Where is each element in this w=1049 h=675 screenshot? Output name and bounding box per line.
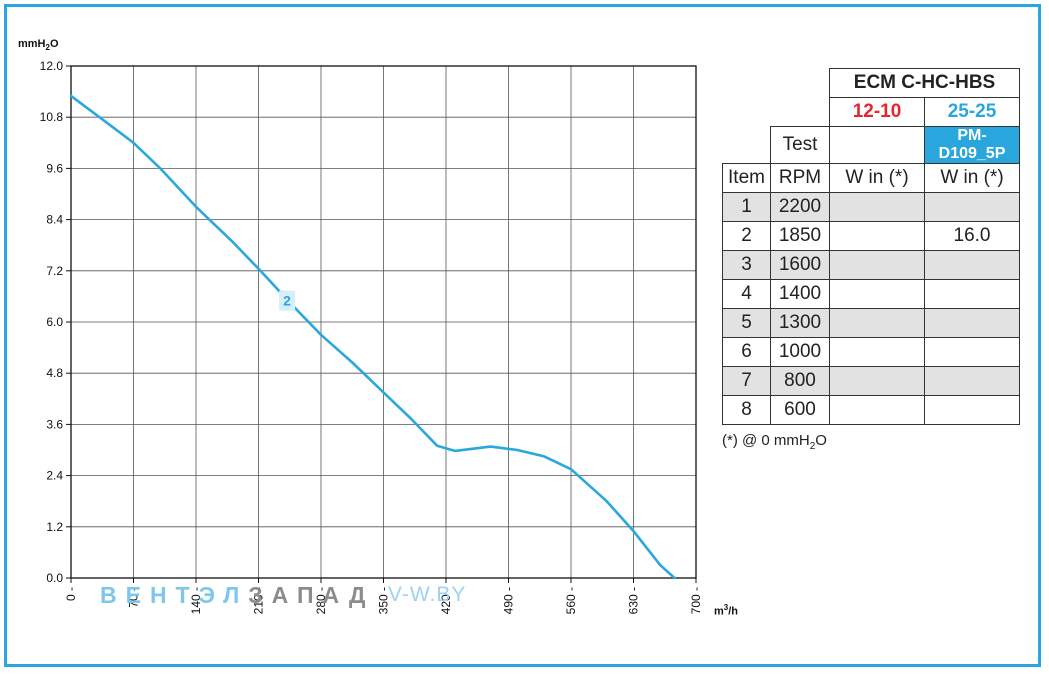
cell-w-b <box>924 192 1020 222</box>
x-axis-unit: m3/h <box>714 603 739 618</box>
y-tick-label: 12.0 <box>40 59 64 73</box>
model-name: ECM C-HC-HBS <box>829 68 1020 98</box>
series-label: 2 <box>283 293 291 309</box>
spec-table: ECM C-HC-HBS 12-10 25-25 Test PM-D109_5P… <box>722 68 1020 425</box>
watermark-site: V-W.BY <box>388 583 467 606</box>
x-tick-label: 210 - <box>252 587 266 614</box>
cell-w-a <box>829 366 925 396</box>
cell-item: 4 <box>722 279 771 309</box>
y-tick-label: 7.2 <box>46 264 63 278</box>
table-row: 5 1300 <box>722 308 1020 338</box>
cell-w-a <box>829 279 925 309</box>
table-row: 4 1400 <box>722 279 1020 309</box>
cell-rpm: 1600 <box>770 250 830 280</box>
cell-w-b <box>924 308 1020 338</box>
table-header-row: Item RPM W in (*) W in (*) <box>722 163 1020 193</box>
cell-item: 5 <box>722 308 771 338</box>
cell-w-b <box>924 337 1020 367</box>
cell-item: 1 <box>722 192 771 222</box>
cell-item: 2 <box>722 221 771 251</box>
y-tick-label: 4.8 <box>46 366 63 380</box>
series-line <box>69 94 676 580</box>
table-row: 8 600 <box>722 395 1020 425</box>
x-tick-label: 140 - <box>189 587 203 614</box>
cell-w-a <box>829 308 925 338</box>
cell-w-a <box>829 221 925 251</box>
cell-item: 7 <box>722 366 771 396</box>
col-header-w-a: W in (*) <box>829 163 925 193</box>
x-tick-label: 350 - <box>377 587 391 614</box>
table-model-row: ECM C-HC-HBS <box>723 68 1020 98</box>
x-tick-label: 560 - <box>564 587 578 614</box>
y-axis-unit: mmH2O <box>18 38 59 53</box>
cell-rpm: 800 <box>770 366 830 396</box>
y-tick-label: 2.4 <box>46 469 63 483</box>
table-row: 6 1000 <box>722 337 1020 367</box>
table-variant-row: 12-10 25-25 <box>723 97 1020 127</box>
part-number: PM-D109_5P <box>924 126 1020 164</box>
cell-w-b <box>924 279 1020 309</box>
chart-frame <box>4 4 1041 667</box>
cell-item: 3 <box>722 250 771 280</box>
x-tick-label: 700 - <box>689 587 703 614</box>
col-header-rpm: RPM <box>770 163 830 193</box>
table-test-row: Test PM-D109_5P <box>723 126 1020 164</box>
y-tick-label: 10.8 <box>40 110 64 124</box>
table-row: 1 2200 <box>722 192 1020 222</box>
series-label-bg <box>279 290 296 311</box>
y-tick-label: 6.0 <box>46 315 63 329</box>
cell-rpm: 1850 <box>770 221 830 251</box>
col-header-w-b: W in (*) <box>924 163 1020 193</box>
y-tick-label: 3.6 <box>46 417 63 431</box>
y-tick-label: 9.6 <box>46 161 63 175</box>
x-tick-label: 630 - <box>627 587 641 614</box>
cell-w-a <box>829 395 925 425</box>
cell-w-a <box>829 250 925 280</box>
cell-item: 8 <box>722 395 771 425</box>
variant-b: 25-25 <box>924 97 1020 127</box>
x-tick-label: 420 - <box>439 587 453 614</box>
cell-rpm: 1400 <box>770 279 830 309</box>
cell-item: 6 <box>722 337 771 367</box>
x-tick-label: 280 - <box>314 587 328 614</box>
test-label: Test <box>770 126 830 164</box>
table-row: 3 1600 <box>722 250 1020 280</box>
variant-a: 12-10 <box>829 97 925 127</box>
x-tick-label: 0 - <box>64 587 78 601</box>
cell-rpm: 2200 <box>770 192 830 222</box>
y-tick-label: 0.0 <box>46 571 63 585</box>
cell-w-b: 16.0 <box>924 221 1020 251</box>
cell-w-b <box>924 250 1020 280</box>
footnote: (*) @ 0 mmH2O <box>722 432 827 452</box>
watermark-logo: ВЕНТЭЛЗАПАД <box>100 582 375 608</box>
cell-w-a <box>829 192 925 222</box>
cell-w-b <box>924 366 1020 396</box>
table-row: 7 800 <box>722 366 1020 396</box>
y-tick-label: 8.4 <box>46 213 63 227</box>
cell-rpm: 1300 <box>770 308 830 338</box>
cell-rpm: 600 <box>770 395 830 425</box>
cell-w-b <box>924 395 1020 425</box>
table-row: 2 1850 16.0 <box>722 221 1020 251</box>
x-tick-label: 490 - <box>502 587 516 614</box>
cell-w-a <box>829 337 925 367</box>
y-tick-label: 1.2 <box>46 520 63 534</box>
col-header-item: Item <box>722 163 771 193</box>
cell-rpm: 1000 <box>770 337 830 367</box>
x-tick-label: 70 - <box>127 587 141 608</box>
